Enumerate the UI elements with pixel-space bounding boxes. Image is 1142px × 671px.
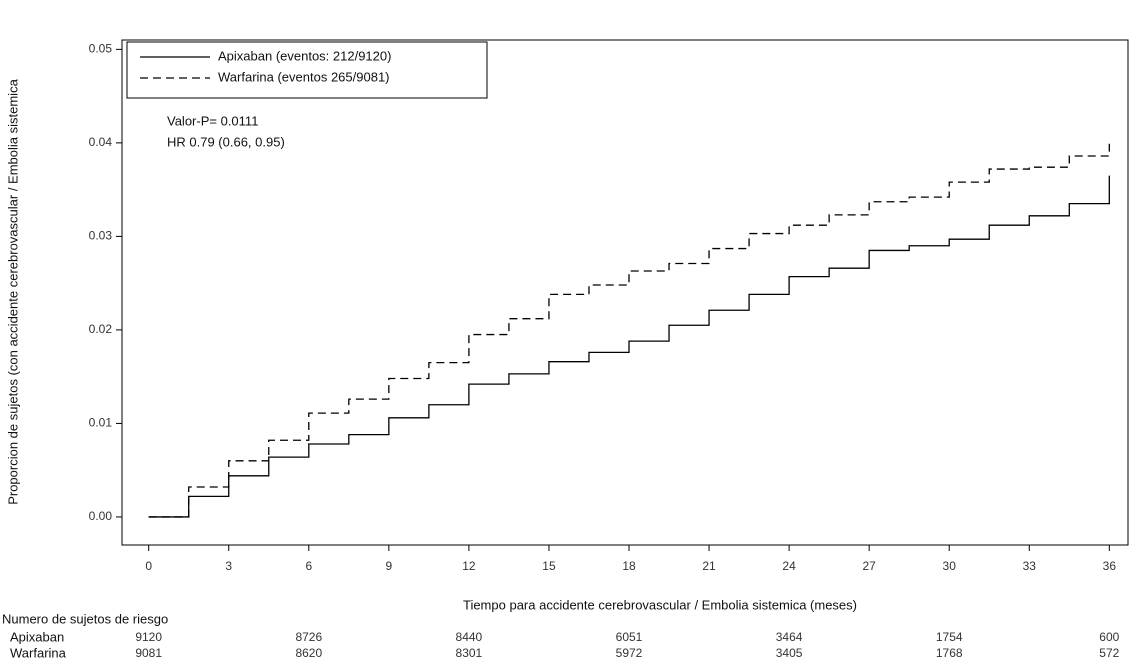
series-line bbox=[148, 175, 1110, 518]
annotation: HR 0.79 (0.66, 0.95) bbox=[167, 134, 285, 149]
y-axis-label: Proporcion de sujetos (con accidente cer… bbox=[5, 78, 20, 504]
risk-count: 9120 bbox=[135, 630, 162, 644]
x-tick-label: 15 bbox=[542, 559, 556, 573]
x-tick-label: 27 bbox=[862, 559, 876, 573]
x-tick-label: 36 bbox=[1103, 559, 1117, 573]
x-tick-label: 3 bbox=[225, 559, 232, 573]
x-tick-label: 9 bbox=[385, 559, 392, 573]
risk-count: 6051 bbox=[616, 630, 643, 644]
y-tick-label: 0.05 bbox=[89, 42, 113, 56]
risk-count: 3464 bbox=[776, 630, 803, 644]
risk-count: 572 bbox=[1099, 646, 1119, 660]
x-tick-label: 6 bbox=[305, 559, 312, 573]
risk-table-title: Numero de sujetos de riesgo bbox=[2, 611, 168, 626]
risk-count: 9081 bbox=[135, 646, 162, 660]
x-axis-label: Tiempo para accidente cerebrovascular / … bbox=[463, 597, 857, 612]
risk-row-name: Apixaban bbox=[10, 629, 64, 644]
y-tick-label: 0.00 bbox=[89, 509, 113, 523]
x-tick-label: 0 bbox=[145, 559, 152, 573]
x-tick-label: 18 bbox=[622, 559, 636, 573]
y-tick-label: 0.03 bbox=[89, 229, 113, 243]
legend-box bbox=[126, 41, 488, 99]
legend-label: Apixaban (eventos: 212/9120) bbox=[218, 48, 391, 63]
series-line bbox=[148, 143, 1110, 518]
risk-count: 1754 bbox=[936, 630, 963, 644]
y-tick-label: 0.01 bbox=[89, 416, 113, 430]
risk-count: 3405 bbox=[776, 646, 803, 660]
legend-label: Warfarina (eventos 265/9081) bbox=[218, 69, 390, 84]
risk-count: 8726 bbox=[295, 630, 322, 644]
risk-count: 600 bbox=[1099, 630, 1119, 644]
risk-row-name: Warfarina bbox=[10, 645, 67, 660]
x-tick-label: 12 bbox=[462, 559, 476, 573]
x-tick-label: 24 bbox=[782, 559, 796, 573]
risk-count: 8440 bbox=[456, 630, 483, 644]
risk-count: 8301 bbox=[456, 646, 483, 660]
y-tick-label: 0.04 bbox=[89, 135, 113, 149]
x-tick-label: 30 bbox=[943, 559, 957, 573]
plot-frame bbox=[121, 39, 1129, 546]
x-tick-label: 21 bbox=[702, 559, 716, 573]
annotation: Valor-P= 0.0111 bbox=[167, 113, 258, 128]
risk-count: 5972 bbox=[616, 646, 643, 660]
risk-count: 8620 bbox=[295, 646, 322, 660]
risk-count: 1768 bbox=[936, 646, 963, 660]
x-tick-label: 33 bbox=[1023, 559, 1037, 573]
y-tick-label: 0.02 bbox=[89, 322, 113, 336]
